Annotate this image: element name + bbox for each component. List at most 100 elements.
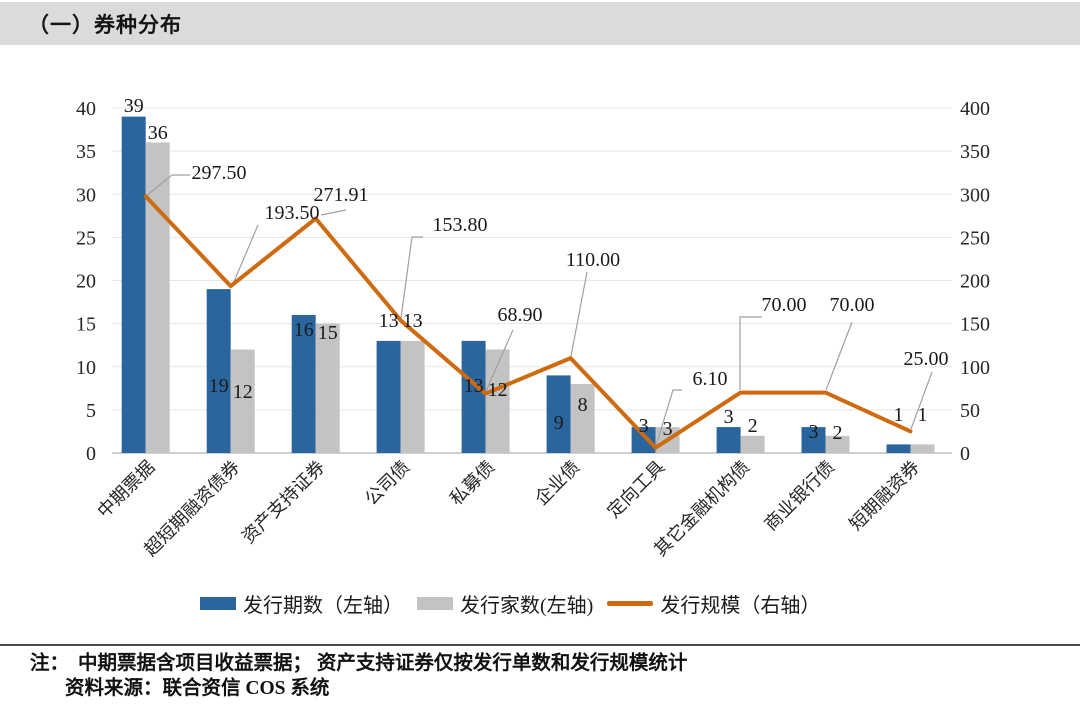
- left-axis-tick: 5: [86, 400, 96, 422]
- left-axis-tick: 10: [76, 357, 96, 379]
- leader-line: [400, 236, 423, 319]
- bar-value-label: 16: [294, 319, 314, 341]
- leader-line: [825, 321, 853, 391]
- line-value-label: 110.00: [566, 249, 620, 271]
- left-axis-tick: 40: [76, 98, 96, 120]
- left-axis-tick: 15: [76, 314, 96, 336]
- legend-label-issue-scale: 发行规模（右轴）: [660, 595, 821, 617]
- bar-issue-count: [546, 375, 571, 453]
- leader-line: [485, 329, 514, 392]
- bar-value-label: 12: [488, 379, 508, 401]
- bar-issue-count: [801, 427, 826, 453]
- note-row: 注： 中期票据含项目收益票据； 资产支持证券仅按发行单数和发行规模统计: [30, 651, 1072, 676]
- chart-legend: 发行期数（左轴） 发行家数(左轴) 发行规模（右轴）: [200, 589, 820, 618]
- leader-line: [145, 174, 190, 197]
- category-label: 资产支持证券: [238, 457, 329, 548]
- bar-value-label: 36: [148, 122, 168, 144]
- category-label: 定向工具: [603, 457, 668, 522]
- right-axis-tick: 50: [960, 400, 980, 422]
- leader-line: [910, 371, 933, 430]
- bar-issuer-count: [400, 340, 425, 453]
- bond-type-combo-chart: 0510152025303540050100150200250300350400…: [76, 95, 990, 560]
- left-axis-tick: 0: [86, 443, 96, 465]
- category-label: 私募债: [446, 457, 498, 509]
- line-value-label: 25.00: [904, 348, 949, 370]
- bar-issuer-count: [825, 435, 850, 454]
- line-value-label: 271.91: [314, 184, 369, 206]
- bar-issuer-count: [315, 323, 340, 453]
- bar-value-label: 15: [318, 322, 338, 344]
- bar-issuer-count: [570, 384, 595, 453]
- source-text: 资料来源：联合资信 COS 系统: [65, 678, 330, 699]
- line-value-label: 70.00: [830, 294, 875, 316]
- bar-value-label: 13: [464, 375, 484, 397]
- bar-issue-count: [461, 340, 486, 453]
- category-label: 商业银行债: [761, 457, 839, 535]
- legend-item-issue-scale: 发行规模（右轴）: [607, 589, 820, 618]
- bar-issue-count: [886, 444, 911, 453]
- bar-issuer-count: [230, 349, 255, 453]
- issue-count-swatch: [200, 597, 236, 610]
- bar-issue-count: [631, 427, 656, 453]
- right-axis-tick: 200: [960, 271, 990, 293]
- right-axis-tick: 400: [960, 98, 990, 120]
- right-axis-tick: 350: [960, 141, 990, 163]
- bar-value-label: 3: [724, 406, 734, 428]
- bar-issue-count: [121, 116, 146, 453]
- legend-item-issuer-count: 发行家数(左轴): [417, 589, 593, 618]
- line-value-label: 193.50: [265, 202, 320, 224]
- bar-value-label: 1: [918, 404, 928, 426]
- legend-item-issue-count: 发行期数（左轴）: [200, 589, 403, 618]
- note-text: 中期票据含项目收益票据； 资产支持证券仅按发行单数和发行规模统计: [78, 653, 688, 674]
- leader-line: [655, 389, 682, 447]
- bar-value-label: 8: [578, 394, 588, 416]
- bar-issue-count: [716, 427, 741, 453]
- line-value-label: 297.50: [192, 162, 247, 184]
- bar-value-label: 12: [233, 381, 253, 403]
- bar-value-label: 13: [403, 310, 423, 332]
- bar-issuer-count: [145, 142, 170, 453]
- bar-value-label: 3: [639, 415, 649, 437]
- left-axis-tick: 30: [76, 184, 96, 206]
- legend-label-issuer-count: 发行家数(左轴): [460, 595, 594, 617]
- line-value-label: 68.90: [498, 304, 543, 326]
- left-axis-tick: 25: [76, 227, 96, 249]
- left-axis-tick: 20: [76, 271, 96, 293]
- right-axis-tick: 150: [960, 314, 990, 336]
- footer-divider: [0, 644, 1080, 646]
- right-axis-tick: 0: [960, 443, 970, 465]
- leader-line: [739, 316, 762, 390]
- bar-value-label: 3: [809, 421, 819, 443]
- bar-value-label: 19: [209, 375, 229, 397]
- line-issue-scale: [143, 194, 913, 450]
- category-label: 公司债: [361, 457, 413, 509]
- leader-line: [570, 271, 588, 357]
- line-value-label: 153.80: [433, 214, 488, 236]
- bar-value-label: 1: [894, 404, 904, 426]
- right-axis-tick: 100: [960, 357, 990, 379]
- bar-value-label: 13: [379, 310, 399, 332]
- issuer-count-swatch: [417, 597, 453, 610]
- bar-value-label: 9: [554, 412, 564, 434]
- section-title-bar: （一）券种分布: [0, 2, 1080, 45]
- category-label: 中期票据: [93, 457, 158, 522]
- right-axis-tick: 250: [960, 227, 990, 249]
- line-value-label: 70.00: [762, 294, 807, 316]
- bar-issuer-count: [740, 435, 765, 454]
- bar-issue-count: [206, 289, 231, 453]
- leader-line: [232, 224, 259, 285]
- bar-issue-count: [291, 315, 316, 453]
- category-label: 企业债: [531, 457, 583, 509]
- notes-block: 注： 中期票据含项目收益票据； 资产支持证券仅按发行单数和发行规模统计 资料来源…: [30, 651, 1072, 701]
- right-axis-tick: 300: [960, 184, 990, 206]
- bar-value-label: 39: [124, 95, 144, 117]
- note-label: 注：: [30, 653, 70, 674]
- issue-scale-line-swatch: [607, 601, 654, 606]
- bar-issuer-count: [485, 349, 510, 453]
- bar-value-label: 2: [748, 415, 758, 437]
- bar-issue-count: [376, 340, 401, 453]
- legend-label-issue-count: 发行期数（左轴）: [243, 595, 403, 617]
- category-label: 短期融资券: [846, 457, 924, 535]
- bar-value-label: 3: [663, 418, 673, 440]
